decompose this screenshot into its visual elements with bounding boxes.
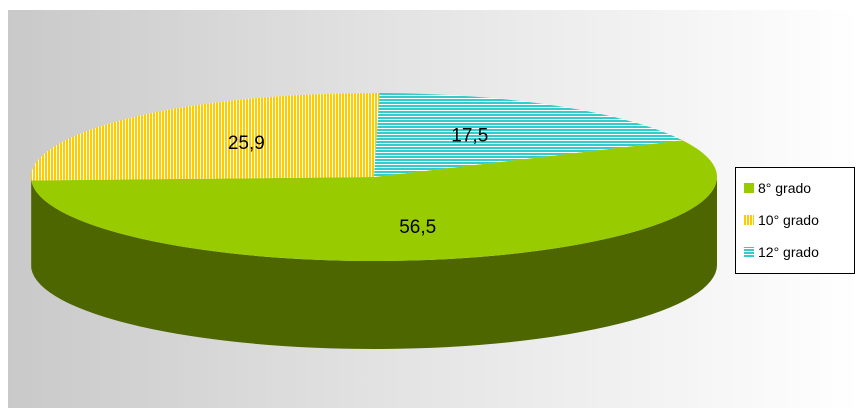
legend-item-12-grado: 12° grado	[744, 242, 819, 262]
pie-slice-12-grado	[374, 93, 683, 177]
data-label-10-grado: 25,9	[228, 133, 265, 154]
legend-label: 12° grado	[758, 244, 819, 260]
data-label-12-grado: 17,5	[451, 125, 488, 146]
legend-label: 8° grado	[758, 180, 812, 196]
pie-tops	[31, 93, 717, 261]
pie-side-8-grado	[31, 177, 717, 349]
legend: 8° grado 10° grado 12° grado	[735, 167, 855, 274]
pie-slice-10-grado	[31, 93, 380, 181]
legend-swatch-8-grado	[744, 183, 754, 193]
legend-item-10-grado: 10° grado	[744, 210, 819, 230]
legend-item-8-grado: 8° grado	[744, 178, 811, 198]
legend-swatch-10-grado	[744, 215, 754, 225]
legend-label: 10° grado	[758, 212, 819, 228]
data-labels: 56,5 25,9 17,5	[228, 125, 488, 237]
data-label-8-grado: 56,5	[399, 217, 436, 238]
pie-slice-8-grado	[31, 140, 717, 261]
legend-swatch-12-grado	[744, 247, 754, 257]
pie-sides	[31, 177, 717, 349]
